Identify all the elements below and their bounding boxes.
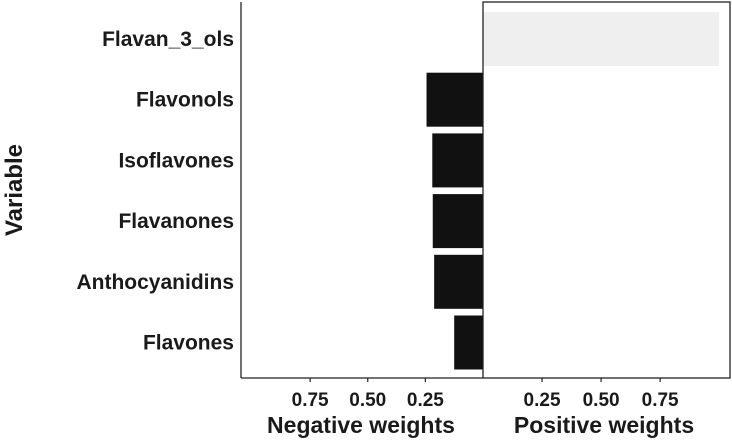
negative-tick-label-0: 0.75	[292, 390, 329, 411]
category-label-flavonols: Flavonols	[136, 89, 234, 112]
negative-bar-flavanones	[432, 194, 483, 249]
category-label-isoflavones: Isoflavones	[118, 149, 234, 172]
negative-bar-flavones	[454, 315, 483, 370]
category-label-flavanones: Flavanones	[118, 210, 234, 233]
positive-weights-panel: 0.25 0.50 0.75	[482, 1, 731, 411]
negative-tick-label-2: 0.25	[407, 390, 444, 411]
category-label-anthocyanidins: Anthocyanidins	[76, 271, 234, 294]
negative-x-axis-title: Negative weights	[267, 412, 455, 438]
positive-tick-label-1: 0.50	[583, 390, 620, 411]
category-label-flavan-3-ols: Flavan_3_ols	[102, 28, 234, 51]
category-label-flavones: Flavones	[143, 332, 234, 355]
positive-x-axis-title: Positive weights	[514, 412, 694, 438]
y-axis-title: Variable	[1, 144, 28, 236]
negative-bar-flavonols	[426, 72, 483, 127]
negative-bar-isoflavones	[432, 133, 483, 188]
category-labels: Flavan_3_ols Flavonols Isoflavones Flavanon…	[76, 28, 234, 355]
positive-panel-border	[482, 1, 731, 379]
negative-bar-anthocyanidins	[434, 254, 483, 309]
negative-weights-panel: 0.75 0.50 0.25	[240, 2, 483, 411]
negative-tick-label-1: 0.50	[349, 390, 386, 411]
positive-bar-flavan-3-ols	[483, 12, 720, 66]
positive-tick-label-2: 0.75	[642, 390, 679, 411]
positive-tick-label-0: 0.25	[524, 390, 561, 411]
